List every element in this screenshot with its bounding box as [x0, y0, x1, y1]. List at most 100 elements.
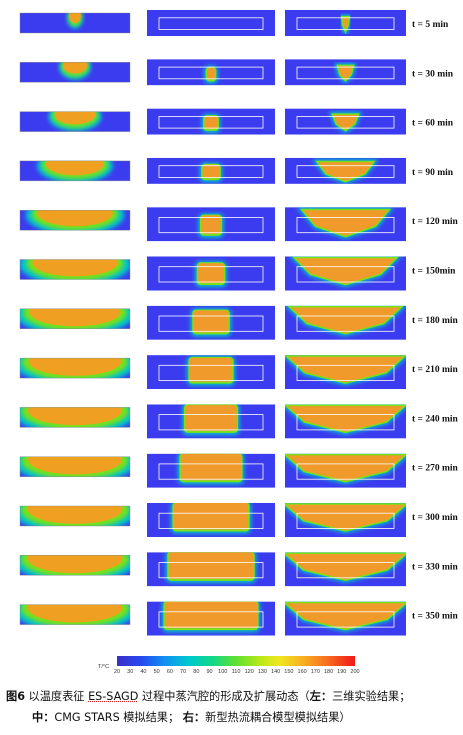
steam-chamber: [54, 111, 96, 125]
well-frame: [158, 414, 264, 431]
time-label: t = 30 min: [412, 69, 454, 79]
steam-chamber: [28, 358, 122, 376]
steam-chamber: [288, 356, 403, 383]
steam-chamber: [202, 164, 220, 179]
steam-chamber: [287, 406, 404, 432]
heatmap-panel: [147, 59, 275, 86]
heatmap-panel: [147, 355, 275, 390]
figure-caption: 图6 以温度表征 ES-SAGD 过程中蒸汽腔的形成及扩展动态（左：三维实验结果…: [6, 686, 458, 728]
colorbar-tick-label: 50: [154, 669, 160, 675]
steam-chamber: [45, 160, 105, 176]
well-frame: [296, 116, 395, 129]
colorbar-tick-label: 160: [298, 669, 307, 675]
well-frame: [158, 165, 264, 178]
heatmap-panel: [285, 355, 406, 390]
heatmap-panel: [147, 453, 275, 488]
colorbar-tick-label: 200: [350, 669, 359, 675]
heatmap-panel: [285, 157, 406, 184]
heatmap-panel: [19, 505, 131, 527]
heatmap-panel: [19, 555, 131, 576]
well-frame: [296, 562, 395, 579]
well-frame: [158, 66, 264, 80]
steam-chamber: [201, 215, 221, 234]
colorbar-tick-label: 190: [337, 669, 346, 675]
colorbar-tick-label: 30: [127, 669, 133, 675]
caption-mid-text: CMG STARS 模拟结果；: [54, 711, 180, 724]
panel-axis: [19, 604, 131, 625]
caption-es-sagd: ES-SAGD: [88, 690, 139, 703]
steam-chamber: [27, 506, 123, 524]
steam-chamber: [185, 405, 237, 431]
heatmap-panel: [285, 404, 406, 439]
time-label: t = 300 min: [412, 513, 459, 523]
heatmap-panel: [19, 456, 131, 477]
panel-row: t = 350 min: [19, 601, 459, 636]
colorbar-tick-label: 100: [218, 669, 227, 675]
steam-chamber: [295, 258, 396, 284]
heatmap-panel: [285, 108, 406, 135]
colorbar-tick-label: 180: [324, 669, 333, 675]
heatmap-panel: [285, 552, 406, 587]
well-frame: [296, 266, 395, 283]
panel-axis: [19, 555, 131, 576]
figure-panels: t = 5 min t = 30 min t = 60 min t = 90 min t…: [19, 10, 459, 675]
panel-axis: [19, 62, 131, 83]
steam-chamber: [32, 259, 118, 277]
panel-row: t = 90 min: [19, 157, 454, 184]
time-label: t = 240 min: [412, 414, 459, 424]
steam-chamber: [37, 210, 113, 227]
heatmap-panel: [285, 59, 406, 86]
panel-row: t = 150min: [19, 256, 456, 291]
panel-axis: [19, 456, 131, 477]
colorbar-tick-label: 120: [245, 669, 254, 675]
heatmap-panel: [19, 160, 131, 182]
heatmap-panel: [19, 62, 131, 83]
steam-chamber: [286, 554, 405, 580]
well-frame: [296, 165, 395, 178]
well-frame: [296, 66, 395, 80]
time-label: t = 90 min: [412, 168, 454, 178]
well-frame: [158, 611, 264, 628]
heatmap-panel: [285, 453, 406, 488]
steam-chamber: [333, 114, 358, 130]
panel-axis: [19, 209, 131, 231]
steam-chamber: [342, 17, 349, 30]
heatmap-panel: [19, 12, 131, 34]
heatmap-panel: [19, 259, 131, 280]
steam-chamber: [62, 62, 88, 74]
steam-chamber: [338, 66, 353, 80]
colorbar-tick-label: 140: [271, 669, 280, 675]
time-label: t = 5 min: [412, 20, 449, 30]
colorbar-tick-label: 40: [140, 669, 146, 675]
caption-text-2: 过程中蒸汽腔的形成及扩展动态（: [141, 690, 310, 703]
steam-chamber: [198, 263, 224, 284]
colorbar-tick-label: 150: [284, 669, 293, 675]
heatmap-panel: [147, 552, 275, 587]
colorbar: T/°C 20 30 40 50 60 70 80 90 100 110 120 130 140 150 1…: [98, 656, 360, 675]
caption-left-label: 左：: [309, 690, 333, 703]
panel-axis: [19, 357, 131, 379]
steam-chamber: [286, 455, 405, 481]
steam-chamber: [286, 504, 405, 531]
heatmap-panel: [285, 305, 406, 340]
steam-chamber: [168, 552, 254, 579]
colorbar-tick-label: 170: [311, 669, 320, 675]
heatmap-panel: [285, 10, 406, 36]
heatmap-panel: [19, 209, 131, 231]
panel-row: t = 120 min: [19, 207, 459, 242]
heatmap-panel: [19, 308, 131, 329]
steam-chamber: [204, 116, 218, 129]
steam-chamber: [29, 308, 121, 327]
caption-right-text: 新型热流耦合模型模拟结果）: [205, 711, 351, 724]
panel-row: t = 240 min: [19, 404, 459, 439]
well-frame: [296, 216, 395, 234]
colorbar-gradient: [117, 656, 355, 666]
colorbar-tick-label: 80: [193, 669, 199, 675]
colorbar-tick-label: 60: [167, 669, 173, 675]
steam-chamber: [318, 162, 373, 181]
caption-left-text: 三维实验结果；: [332, 690, 411, 703]
heatmap-panel: [285, 256, 406, 291]
steam-chamber: [28, 456, 122, 475]
colorbar-unit-label: T/°C: [98, 664, 109, 670]
steam-chamber: [28, 407, 122, 426]
